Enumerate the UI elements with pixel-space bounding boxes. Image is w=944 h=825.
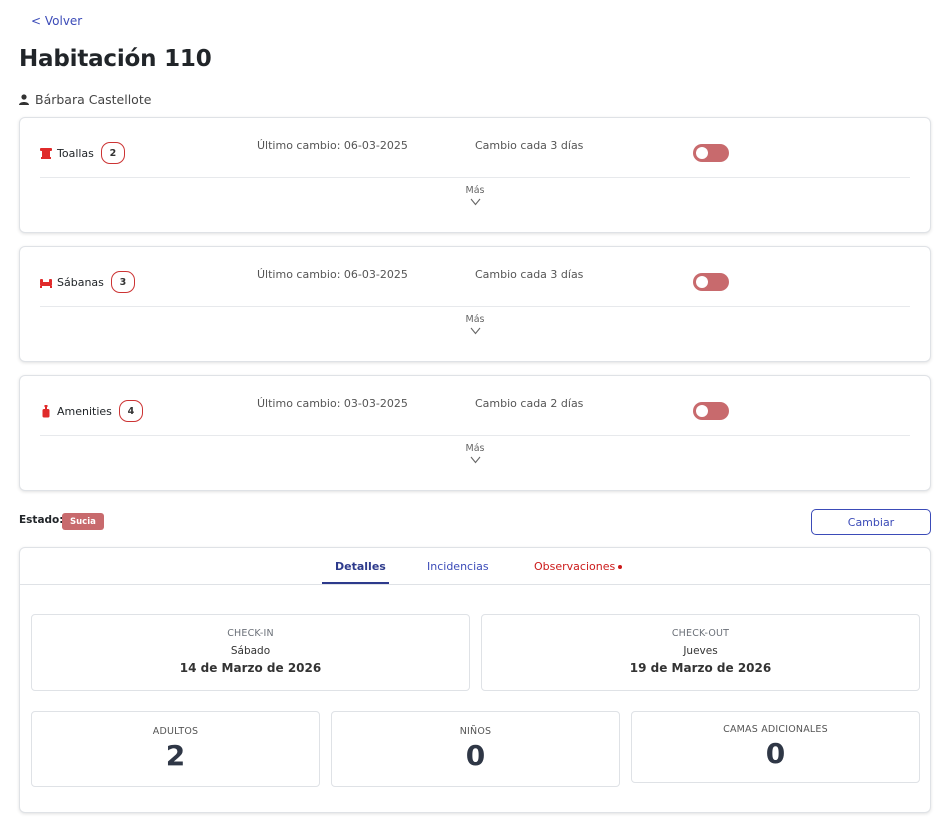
item-name: Amenities [57,404,112,418]
more-button[interactable]: Más [20,185,930,206]
extra-beds-label: CAMAS ADICIONALES [723,724,828,735]
alert-dot-icon [618,565,623,569]
back-link[interactable]: < Volver [31,14,83,28]
bottle-icon [39,404,53,418]
towel-icon [39,146,53,160]
chevron-down-icon [470,456,480,464]
item-count-badge: 3 [110,271,135,293]
extra-beds-box: CAMAS ADICIONALES 0 [631,711,920,783]
change-frequency: Cambio cada 2 días [475,397,584,410]
checkout-date: 19 de Marzo de 2026 [629,661,772,675]
divider [40,306,910,307]
item-count-badge: 2 [100,142,125,164]
more-label: Más [465,185,485,196]
tabs-bar: Detalles Incidencias Observaciones [20,548,930,585]
adults-label: ADULTOS [152,726,199,737]
checkin-box: CHECK-IN Sábado 14 de Marzo de 2026 [31,614,470,691]
item-name: Sábanas [57,275,104,289]
more-label: Más [465,314,485,325]
item-count-badge: 4 [118,400,143,422]
change-status-button[interactable]: Cambiar [811,509,931,535]
more-label: Más [465,443,485,454]
user-icon [19,94,29,105]
item-card-toallas: Toallas 2 Último cambio: 06-03-2025 Camb… [19,117,931,233]
guest-name: Bárbara Castellote [35,92,152,107]
last-change: Último cambio: 06-03-2025 [257,139,408,152]
active-tab-indicator [322,582,389,584]
tab-detalles[interactable]: Detalles [335,560,386,573]
children-label: NIÑOS [459,726,492,737]
item-name: Toallas [57,146,94,160]
status-badge: Sucia [62,513,104,530]
checkin-date: 14 de Marzo de 2026 [179,661,322,675]
checkin-label: CHECK-IN [227,628,274,639]
extra-beds-value: 0 [765,737,786,770]
item-card-amenities: Amenities 4 Último cambio: 03-03-2025 Ca… [19,375,931,491]
checkin-day: Sábado [230,645,271,657]
divider [40,435,910,436]
last-change: Último cambio: 06-03-2025 [257,268,408,281]
tab-observaciones-label: Observaciones [534,560,616,573]
children-value: 0 [465,739,486,772]
adults-value: 2 [165,739,186,772]
checkout-day: Jueves [683,645,718,657]
divider [40,177,910,178]
sabanas-toggle[interactable] [693,273,729,291]
status-label: Estado: [19,514,64,526]
adults-box: ADULTOS 2 [31,711,320,787]
page-title: Habitación 110 [19,46,212,72]
bed-icon [39,275,53,289]
tab-observaciones[interactable]: Observaciones [534,560,623,573]
more-button[interactable]: Más [20,314,930,335]
guest-info: Bárbara Castellote [19,92,151,107]
tab-incidencias[interactable]: Incidencias [427,560,489,573]
chevron-down-icon [470,198,480,206]
details-card: Detalles Incidencias Observaciones CHECK… [19,547,931,813]
change-frequency: Cambio cada 3 días [475,139,584,152]
change-frequency: Cambio cada 3 días [475,268,584,281]
more-button[interactable]: Más [20,443,930,464]
checkout-label: CHECK-OUT [671,628,730,639]
toallas-toggle[interactable] [693,144,729,162]
checkout-box: CHECK-OUT Jueves 19 de Marzo de 2026 [481,614,920,691]
last-change: Último cambio: 03-03-2025 [257,397,408,410]
chevron-down-icon [470,327,480,335]
amenities-toggle[interactable] [693,402,729,420]
item-card-sabanas: Sábanas 3 Último cambio: 06-03-2025 Camb… [19,246,931,362]
children-box: NIÑOS 0 [331,711,620,787]
